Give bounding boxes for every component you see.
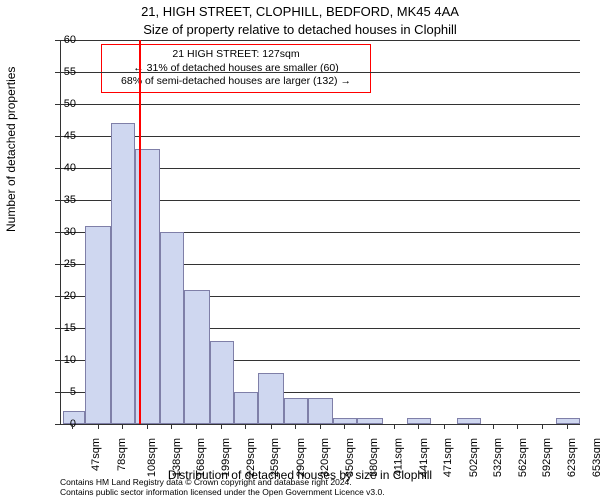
- histogram-bar: [184, 290, 209, 424]
- plot-area: 21 HIGH STREET: 127sqm ← 31% of detached…: [60, 40, 580, 425]
- x-tick-mark: [369, 424, 370, 429]
- y-tick-mark: [55, 232, 60, 233]
- x-tick-label: 229sqm: [245, 438, 257, 477]
- y-tick-mark: [55, 328, 60, 329]
- y-tick-mark: [55, 360, 60, 361]
- annotation-line-2: ← 31% of detached houses are smaller (60…: [108, 62, 364, 76]
- histogram-bar: [556, 418, 580, 424]
- x-tick-mark: [221, 424, 222, 429]
- x-tick-mark: [344, 424, 345, 429]
- x-tick-label: 562sqm: [517, 438, 529, 477]
- annotation-line-1: 21 HIGH STREET: 127sqm: [108, 48, 364, 62]
- histogram-bar: [258, 373, 283, 424]
- y-tick-mark: [55, 72, 60, 73]
- y-tick-mark: [55, 136, 60, 137]
- x-tick-mark: [468, 424, 469, 429]
- y-tick-label: 25: [46, 258, 76, 270]
- x-tick-mark: [171, 424, 172, 429]
- x-tick-label: 653sqm: [591, 438, 600, 477]
- x-tick-mark: [72, 424, 73, 429]
- x-tick-mark: [147, 424, 148, 429]
- x-tick-label: 168sqm: [195, 438, 207, 477]
- y-tick-label: 60: [46, 34, 76, 46]
- histogram-bar: [407, 418, 431, 424]
- x-tick-label: 290sqm: [295, 438, 307, 477]
- x-tick-mark: [493, 424, 494, 429]
- x-tick-mark: [517, 424, 518, 429]
- x-tick-label: 411sqm: [393, 438, 405, 476]
- x-tick-label: 78sqm: [116, 438, 128, 471]
- histogram-bar: [85, 226, 110, 424]
- y-tick-label: 20: [46, 290, 76, 302]
- x-tick-label: 108sqm: [146, 438, 158, 477]
- y-tick-mark: [55, 200, 60, 201]
- y-tick-label: 5: [46, 386, 76, 398]
- y-tick-mark: [55, 40, 60, 41]
- histogram-bar: [210, 341, 234, 424]
- title-address: 21, HIGH STREET, CLOPHILL, BEDFORD, MK45…: [0, 4, 600, 19]
- x-tick-label: 532sqm: [492, 438, 504, 477]
- y-tick-mark: [55, 296, 60, 297]
- y-axis-label: Number of detached properties: [4, 67, 18, 232]
- x-tick-mark: [444, 424, 445, 429]
- y-tick-label: 15: [46, 322, 76, 334]
- x-tick-mark: [196, 424, 197, 429]
- x-tick-label: 47sqm: [90, 438, 102, 471]
- y-tick-label: 50: [46, 98, 76, 110]
- histogram-bar: [234, 392, 258, 424]
- y-tick-label: 30: [46, 226, 76, 238]
- histogram-bar: [284, 398, 308, 424]
- x-tick-label: 350sqm: [344, 438, 356, 477]
- histogram-bar: [160, 232, 184, 424]
- x-tick-mark: [122, 424, 123, 429]
- title-subtitle: Size of property relative to detached ho…: [0, 22, 600, 37]
- y-tick-label: 35: [46, 194, 76, 206]
- y-tick-label: 45: [46, 130, 76, 142]
- x-tick-mark: [271, 424, 272, 429]
- x-tick-label: 502sqm: [468, 438, 480, 477]
- x-tick-label: 623sqm: [566, 438, 578, 477]
- y-tick-label: 40: [46, 162, 76, 174]
- x-tick-label: 471sqm: [442, 438, 454, 477]
- y-tick-label: 10: [46, 354, 76, 366]
- y-tick-mark: [55, 264, 60, 265]
- y-tick-mark: [55, 424, 60, 425]
- x-tick-mark: [418, 424, 419, 429]
- y-tick-label: 55: [46, 66, 76, 78]
- x-tick-label: 199sqm: [220, 438, 232, 477]
- x-tick-label: 592sqm: [541, 438, 553, 477]
- y-tick-mark: [55, 104, 60, 105]
- reference-line: [139, 40, 141, 424]
- annotation-box: 21 HIGH STREET: 127sqm ← 31% of detached…: [101, 44, 371, 93]
- chart-container: 21, HIGH STREET, CLOPHILL, BEDFORD, MK45…: [0, 0, 600, 500]
- x-tick-mark: [394, 424, 395, 429]
- histogram-bar: [333, 418, 357, 424]
- x-tick-mark: [542, 424, 543, 429]
- x-tick-label: 441sqm: [418, 438, 430, 477]
- annotation-line-3: 68% of semi-detached houses are larger (…: [108, 75, 364, 89]
- x-tick-mark: [245, 424, 246, 429]
- x-tick-label: 259sqm: [269, 438, 281, 477]
- x-tick-label: 320sqm: [319, 438, 331, 477]
- x-tick-label: 380sqm: [368, 438, 380, 477]
- x-tick-label: 138sqm: [171, 438, 183, 477]
- x-tick-mark: [98, 424, 99, 429]
- x-tick-mark: [567, 424, 568, 429]
- y-tick-mark: [55, 168, 60, 169]
- footer-line-2: Contains public sector information licen…: [60, 488, 385, 498]
- x-tick-mark: [320, 424, 321, 429]
- histogram-bar: [111, 123, 135, 424]
- y-tick-mark: [55, 392, 60, 393]
- x-tick-mark: [295, 424, 296, 429]
- footer-attribution: Contains HM Land Registry data © Crown c…: [60, 478, 385, 498]
- histogram-bar: [308, 398, 332, 424]
